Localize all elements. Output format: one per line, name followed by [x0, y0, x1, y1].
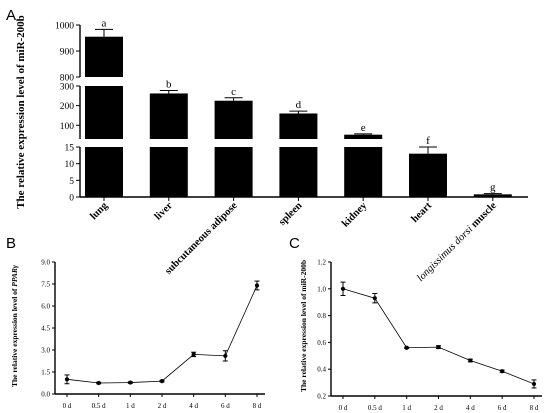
y-axis-label-b-gene: PPARγ — [10, 264, 19, 287]
y-tick-label-a: 300 — [60, 83, 75, 93]
y-tick-label: 0.8 — [317, 312, 326, 320]
category-label-text: subcutaneous adipose — [163, 200, 240, 277]
data-point — [340, 286, 346, 291]
data-point — [531, 381, 537, 387]
significance-letter: g — [490, 182, 496, 194]
series-line — [66, 285, 258, 384]
category-label: kidney — [340, 200, 370, 230]
y-tick-label: 0.2 — [317, 393, 326, 401]
y-tick-label: 4.5 — [41, 325, 50, 333]
x-tick-label: 0.5 d — [368, 404, 383, 412]
bar — [214, 147, 253, 197]
category-label-text: lung — [88, 200, 110, 222]
category-label: lung — [88, 200, 110, 222]
y-axis-label-b: The relative expression level of PPARγ — [10, 264, 19, 387]
y-tick-label-a: 0 — [69, 194, 74, 204]
data-point — [404, 345, 409, 350]
y-tick-label-a: 200 — [60, 102, 75, 112]
significance-letter: f — [426, 135, 430, 147]
category-label: liver — [153, 200, 175, 222]
y-tick-label-a: 900 — [60, 48, 75, 58]
x-tick-label: 2 d — [158, 402, 167, 410]
data-point — [372, 296, 377, 301]
bar — [85, 36, 123, 77]
category-label: subcutaneous adipose — [163, 200, 240, 277]
x-tick-label: 1 d — [126, 402, 135, 410]
category-label-italic: longissimus dorsi — [415, 224, 475, 284]
data-point — [500, 369, 505, 374]
y-axis-label-b-text: The relative expression level of — [10, 287, 19, 387]
category-label: spleen — [277, 200, 305, 228]
x-tick-label: 8 d — [530, 404, 539, 412]
y-tick-label: 1.0 — [317, 285, 326, 293]
bar — [409, 153, 447, 197]
bar — [344, 147, 383, 197]
x-tick-label: 8 d — [253, 402, 262, 410]
bar — [85, 86, 123, 139]
y-tick-label-a: 10 — [65, 160, 75, 170]
x-tick-label: 4 d — [466, 404, 475, 412]
y-tick-label: 0.6 — [317, 339, 326, 347]
bar — [473, 194, 512, 197]
x-tick-label: 0.5 d — [92, 402, 107, 410]
bar — [279, 113, 318, 139]
series-line — [342, 288, 535, 385]
bar — [85, 147, 123, 197]
y-tick-label: 6.0 — [41, 303, 50, 311]
y-axis-label-c: The relative expression level of miR-200… — [299, 260, 308, 392]
category-label-text: kidney — [340, 200, 370, 230]
significance-letter: d — [296, 99, 302, 111]
x-tick-label: 4 d — [189, 402, 198, 410]
x-tick-label: 0 d — [63, 402, 72, 410]
significance-letter: b — [166, 79, 172, 91]
panel-label-a: A — [6, 7, 16, 24]
y-tick-label-a: 1000 — [55, 22, 74, 32]
data-point — [223, 353, 228, 358]
category-label-text: heart — [409, 200, 434, 225]
data-point — [96, 380, 101, 386]
panel-label-c: C — [289, 235, 300, 252]
x-tick-label: 2 d — [434, 404, 443, 412]
category-label-text: liver — [153, 200, 175, 222]
x-tick-label: 1 d — [402, 404, 411, 412]
x-tick-label: 0 d — [339, 404, 348, 412]
bar — [149, 147, 188, 197]
y-tick-label-a: 100 — [60, 122, 75, 132]
data-point — [191, 352, 196, 357]
y-tick-label-a: 5 — [69, 177, 74, 187]
y-tick-label-a: 800 — [60, 74, 75, 84]
data-point — [468, 358, 473, 363]
x-tick-label: 6 d — [498, 404, 507, 412]
line-chart-mir200b: The relative expression level of miR-200… — [299, 259, 542, 412]
significance-letter: e — [361, 122, 366, 134]
y-tick-label: 0.0 — [41, 391, 50, 399]
category-label-text: muscle — [467, 200, 499, 232]
y-tick-label: 0.4 — [317, 366, 326, 374]
y-tick-label-a: 15 — [65, 144, 75, 154]
category-label: heart — [409, 200, 434, 225]
panel-label-b: B — [6, 235, 16, 252]
y-tick-label: 9.0 — [41, 259, 50, 267]
significance-letter: a — [102, 17, 107, 29]
bar-chart-tissues: The relative expression level of miR-200… — [15, 15, 528, 284]
line-chart-ppar: The relative expression level of PPARγ 0… — [10, 259, 265, 410]
data-point — [159, 378, 165, 384]
y-tick-label: 1.2 — [317, 259, 326, 267]
y-tick-label: 3.0 — [41, 347, 50, 355]
bar — [149, 93, 188, 139]
y-tick-label: 7.5 — [41, 281, 50, 289]
bar — [279, 147, 318, 197]
data-point — [436, 344, 441, 350]
y-axis-label-a: The relative expression level of miR-200… — [15, 15, 27, 209]
data-point — [64, 377, 70, 382]
x-tick-label: 6 d — [221, 402, 230, 410]
data-point — [128, 380, 133, 385]
significance-letter: c — [231, 86, 236, 98]
y-tick-label: 1.5 — [41, 369, 50, 377]
data-point — [254, 283, 260, 288]
bar — [344, 134, 383, 139]
bar — [214, 100, 253, 139]
category-label-text: spleen — [277, 200, 305, 228]
